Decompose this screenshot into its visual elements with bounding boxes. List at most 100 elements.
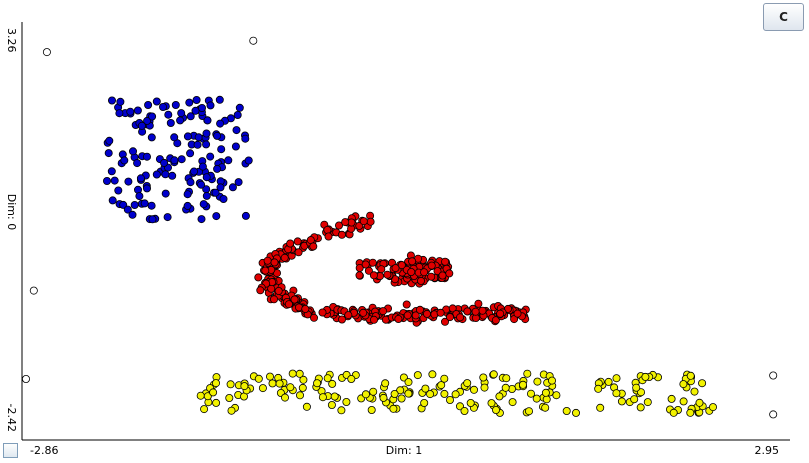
data-point-s1-141 xyxy=(440,317,449,326)
data-point-s2-185 xyxy=(288,369,297,378)
data-point-s0-85 xyxy=(234,178,243,187)
data-point-s1-414 xyxy=(420,268,429,277)
data-point-s1-400 xyxy=(427,261,436,270)
c-button[interactable]: C xyxy=(763,3,804,31)
data-point-s3-1 xyxy=(249,36,258,45)
data-point-s2-163 xyxy=(330,392,339,401)
data-point-s1-292 xyxy=(337,315,346,324)
data-point-s2-128 xyxy=(298,383,307,392)
data-point-s0-159 xyxy=(217,145,226,154)
data-point-s2-68 xyxy=(437,381,446,390)
data-point-s0-83 xyxy=(202,173,211,182)
data-point-s2-124 xyxy=(596,403,605,412)
data-point-s2-27 xyxy=(258,384,267,393)
data-point-s2-146 xyxy=(337,406,346,415)
data-point-s0-59 xyxy=(215,95,224,104)
data-point-s0-39 xyxy=(197,180,206,189)
data-point-s0-33 xyxy=(161,189,170,198)
data-point-s2-75 xyxy=(667,394,676,403)
data-point-s1-399 xyxy=(408,257,417,266)
data-point-s2-179 xyxy=(679,380,688,389)
data-point-s1-273 xyxy=(318,308,327,317)
data-point-s0-37 xyxy=(104,149,113,158)
data-point-s2-158 xyxy=(396,386,405,395)
data-point-s2-157 xyxy=(519,380,528,389)
data-point-s0-1 xyxy=(192,96,201,105)
data-point-s2-182 xyxy=(451,390,460,399)
data-point-s0-134 xyxy=(110,176,119,185)
data-point-s1-240 xyxy=(474,299,483,308)
data-point-s3-5 xyxy=(769,410,778,419)
data-point-s0-120 xyxy=(143,116,152,125)
data-point-s0-149 xyxy=(160,158,169,167)
data-point-s2-194 xyxy=(491,405,500,414)
data-point-s1-299 xyxy=(436,308,445,317)
data-point-s2-168 xyxy=(389,404,398,413)
data-point-s1-411 xyxy=(368,258,377,267)
data-point-s0-146 xyxy=(216,119,225,128)
data-point-s0-110 xyxy=(126,107,135,116)
data-point-s0-153 xyxy=(202,129,211,138)
data-point-s0-48 xyxy=(128,147,137,156)
data-point-s1-182 xyxy=(448,304,457,313)
data-point-s2-96 xyxy=(466,398,475,407)
data-point-s1-156 xyxy=(309,313,318,322)
data-point-s2-103 xyxy=(479,373,488,382)
data-point-s1-412 xyxy=(397,261,406,270)
data-point-s0-128 xyxy=(202,191,211,200)
data-point-s0-13 xyxy=(233,111,242,120)
data-point-s0-152 xyxy=(177,155,186,164)
data-point-s0-50 xyxy=(183,132,192,141)
y-min-label: -2.42 xyxy=(5,404,18,432)
data-point-s2-94 xyxy=(532,394,541,403)
data-point-s0-106 xyxy=(107,167,116,176)
data-point-s1-361 xyxy=(364,266,373,275)
data-point-s2-153 xyxy=(420,398,429,407)
data-point-s2-6 xyxy=(428,370,437,379)
data-point-s1-268 xyxy=(402,300,411,309)
data-point-s2-76 xyxy=(211,379,220,388)
data-point-s1-418 xyxy=(377,265,386,274)
data-point-s2-110 xyxy=(469,385,478,394)
data-point-s2-166 xyxy=(440,374,449,383)
x-axis-title: Dim: 1 xyxy=(386,444,422,457)
data-point-s0-74 xyxy=(176,116,185,125)
data-point-s1-419 xyxy=(416,276,425,285)
data-point-s0-154 xyxy=(142,184,151,193)
data-point-s2-127 xyxy=(480,383,489,392)
data-point-s0-67 xyxy=(183,190,192,199)
data-point-s2-23 xyxy=(445,395,454,404)
data-point-s0-108 xyxy=(241,211,250,220)
data-point-s0-145 xyxy=(108,96,117,105)
data-point-s1-262 xyxy=(290,295,299,304)
data-point-s1-280 xyxy=(309,242,318,251)
data-point-s0-63 xyxy=(194,133,203,142)
data-point-s1-297 xyxy=(324,232,333,241)
data-point-s0-158 xyxy=(116,97,125,106)
data-point-s0-84 xyxy=(133,159,142,168)
data-point-s0-132 xyxy=(136,174,145,183)
data-point-s0-107 xyxy=(158,103,167,112)
corner-checkbox[interactable] xyxy=(3,443,18,458)
data-point-s2-180 xyxy=(641,372,650,381)
x-max-label: 2.95 xyxy=(755,444,780,457)
y-axis-title: Dim: 0 xyxy=(5,194,18,230)
data-point-s1-300 xyxy=(261,266,270,275)
data-point-s2-53 xyxy=(617,397,626,406)
data-point-s0-125 xyxy=(216,183,225,192)
data-point-s1-180 xyxy=(463,307,472,316)
data-point-s0-103 xyxy=(235,103,244,112)
y-max-label: 3.26 xyxy=(5,28,18,53)
data-point-s0-137 xyxy=(137,121,146,130)
data-point-s2-191 xyxy=(594,384,603,393)
data-point-s2-136 xyxy=(369,387,378,396)
data-point-s0-141 xyxy=(193,140,202,149)
data-point-s1-296 xyxy=(359,308,368,317)
data-point-s1-338 xyxy=(427,272,436,281)
data-point-s1-232 xyxy=(284,300,293,309)
data-point-s0-96 xyxy=(212,212,221,221)
data-point-s0-98 xyxy=(168,171,177,180)
data-point-s0-124 xyxy=(133,106,142,115)
data-point-s0-95 xyxy=(140,199,149,208)
data-point-s2-150 xyxy=(495,392,504,401)
